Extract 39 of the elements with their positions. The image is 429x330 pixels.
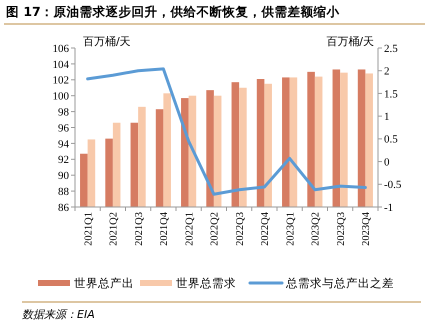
x-tick-label: 2021Q4 <box>159 211 170 246</box>
legend-label: 世界总需求 <box>176 276 236 290</box>
x-tick-label: 2022Q1 <box>184 212 196 246</box>
x-tick-label: 2021Q1 <box>83 212 94 246</box>
x-tick-label: 2022Q2 <box>210 212 221 246</box>
y-tick-label: 92 <box>58 154 69 166</box>
y2-tick-label: 2 <box>384 66 390 78</box>
y2-tick-label: 1 <box>384 110 390 123</box>
y2-tick-label: 0.5 <box>384 134 398 146</box>
chart-title: 图 17：原油需求逐步回升，供给不断恢复，供需差额缩小 <box>6 4 341 19</box>
y-tick-label: 100 <box>52 90 70 103</box>
x-tick-label: 2022Q4 <box>260 211 272 246</box>
y2-tick-label: 0 <box>384 156 390 168</box>
y-tick-label: 94 <box>58 138 70 150</box>
x-tick-label: 2022Q3 <box>234 212 246 246</box>
line-series <box>86 67 367 196</box>
y2-tick-label: -1 <box>384 202 394 214</box>
x-tick-label: 2023Q2 <box>310 212 322 246</box>
y-tick-label: 96 <box>58 122 70 134</box>
y2-tick-label: -0.5 <box>384 179 402 192</box>
y-tick-label: 106 <box>52 42 70 55</box>
y-tick-label: 102 <box>52 74 69 87</box>
y-tick-label: 98 <box>58 106 70 118</box>
y2-axis-title: 百万桶/天 <box>326 35 374 48</box>
y-tick-label: 90 <box>58 170 70 182</box>
x-tick-label: 2023Q4 <box>361 211 372 246</box>
x-tick-label: 2023Q3 <box>336 212 347 246</box>
legend-label: 世界总产出 <box>74 276 134 290</box>
legend-label: 总需求与总产出之差 <box>285 276 394 290</box>
y2-tick-label: 1.5 <box>384 88 398 100</box>
y-tick-label: 86 <box>58 202 70 214</box>
x-tick-label: 2021Q3 <box>134 212 145 246</box>
x-tick-label: 2023Q1 <box>285 212 296 246</box>
y2-tick-label: 2.5 <box>384 42 398 55</box>
y-axis-title: 百万桶/天 <box>83 35 131 48</box>
y-tick-label: 88 <box>58 186 70 198</box>
source-note: 数据来源：EIA <box>22 308 95 321</box>
x-tick-label: 2021Q2 <box>108 212 120 246</box>
y-tick-label: 104 <box>52 58 70 71</box>
